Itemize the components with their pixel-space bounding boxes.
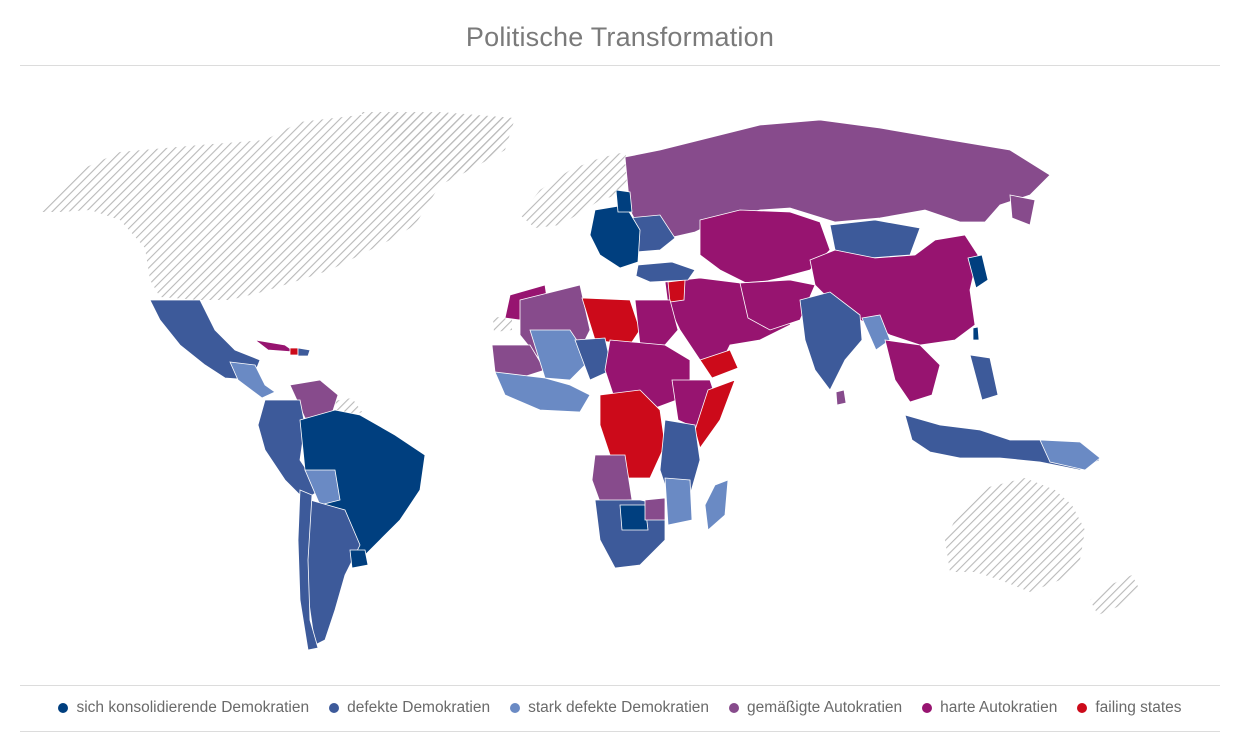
region-egypt (634, 299, 679, 346)
no-data-regions (38, 112, 1140, 615)
region-chile (297, 489, 319, 651)
region-turkey (635, 261, 696, 283)
region-myanmar (861, 314, 891, 351)
region-india (799, 291, 863, 391)
region-scandinavia (520, 152, 630, 228)
legend-marker (58, 703, 69, 713)
region-western-sahara (493, 315, 512, 332)
legend-bottom-divider (20, 731, 1220, 732)
country-regions (149, 119, 1101, 651)
region-haiti (289, 347, 299, 356)
region-southeast-asia (884, 339, 941, 403)
region-west-coast (494, 371, 591, 413)
legend-marker (329, 703, 340, 713)
region-central-america (229, 361, 276, 399)
legend-item-failing: failing states (1077, 699, 1182, 717)
legend-item-hard-autocracy: harte Autokratien (922, 699, 1057, 717)
legend-marker (729, 703, 740, 713)
region-uruguay (349, 549, 369, 569)
legend-marker (510, 703, 521, 713)
region-mali (529, 329, 591, 381)
map-title: Politische Transformation (465, 22, 775, 52)
region-somalia (694, 379, 736, 449)
region-cuba (254, 339, 297, 353)
legend-label: gemäßigte Autokratien (747, 699, 903, 716)
legend: sich konsolidierende Demokratien defekte… (20, 686, 1220, 730)
region-central-asia (699, 209, 831, 286)
region-yemen (699, 349, 739, 379)
region-greenland (360, 112, 515, 182)
region-zimbabwe (644, 497, 666, 521)
region-baltic (615, 189, 633, 213)
region-bolivia (304, 469, 341, 506)
region-angola (591, 454, 633, 503)
legend-label: sich konsolidierende Demokratien (76, 699, 310, 716)
region-far-east (1009, 194, 1036, 226)
legend-marker (1077, 703, 1088, 713)
legend-item-defective: defekte Demokratien (329, 699, 490, 717)
region-mozambique (664, 477, 693, 526)
region-guiana (328, 398, 362, 418)
region-mauritania (491, 344, 546, 379)
legend-top-divider (20, 685, 1220, 686)
region-sri-lanka (835, 389, 847, 406)
region-new-zealand (1090, 575, 1140, 615)
legend-marker (922, 703, 933, 713)
legend-item-consolidating: sich konsolidierende Demokratien (58, 699, 309, 717)
region-syria (667, 279, 686, 303)
region-taiwan (972, 326, 980, 341)
legend-label: stark defekte Demokratien (528, 699, 710, 716)
region-north-america (38, 113, 510, 300)
region-papua (1039, 439, 1101, 471)
region-russia (624, 119, 1051, 241)
region-madagascar (704, 479, 729, 531)
legend-label: defekte Demokratien (347, 699, 491, 716)
region-australia (945, 478, 1085, 592)
region-korea (967, 254, 989, 289)
legend-item-highly-defective: stark defekte Demokratien (510, 699, 709, 717)
title-divider (20, 65, 1220, 66)
region-dominican (297, 347, 311, 357)
region-botswana (619, 504, 649, 531)
legend-label: harte Autokratien (940, 699, 1058, 716)
region-philippines (969, 354, 999, 401)
legend-label: failing states (1095, 699, 1182, 716)
region-libya (581, 297, 641, 346)
legend-item-moderate-autocracy: gemäßigte Autokratien (729, 699, 902, 717)
region-iran (739, 279, 816, 331)
world-map (38, 112, 1140, 651)
